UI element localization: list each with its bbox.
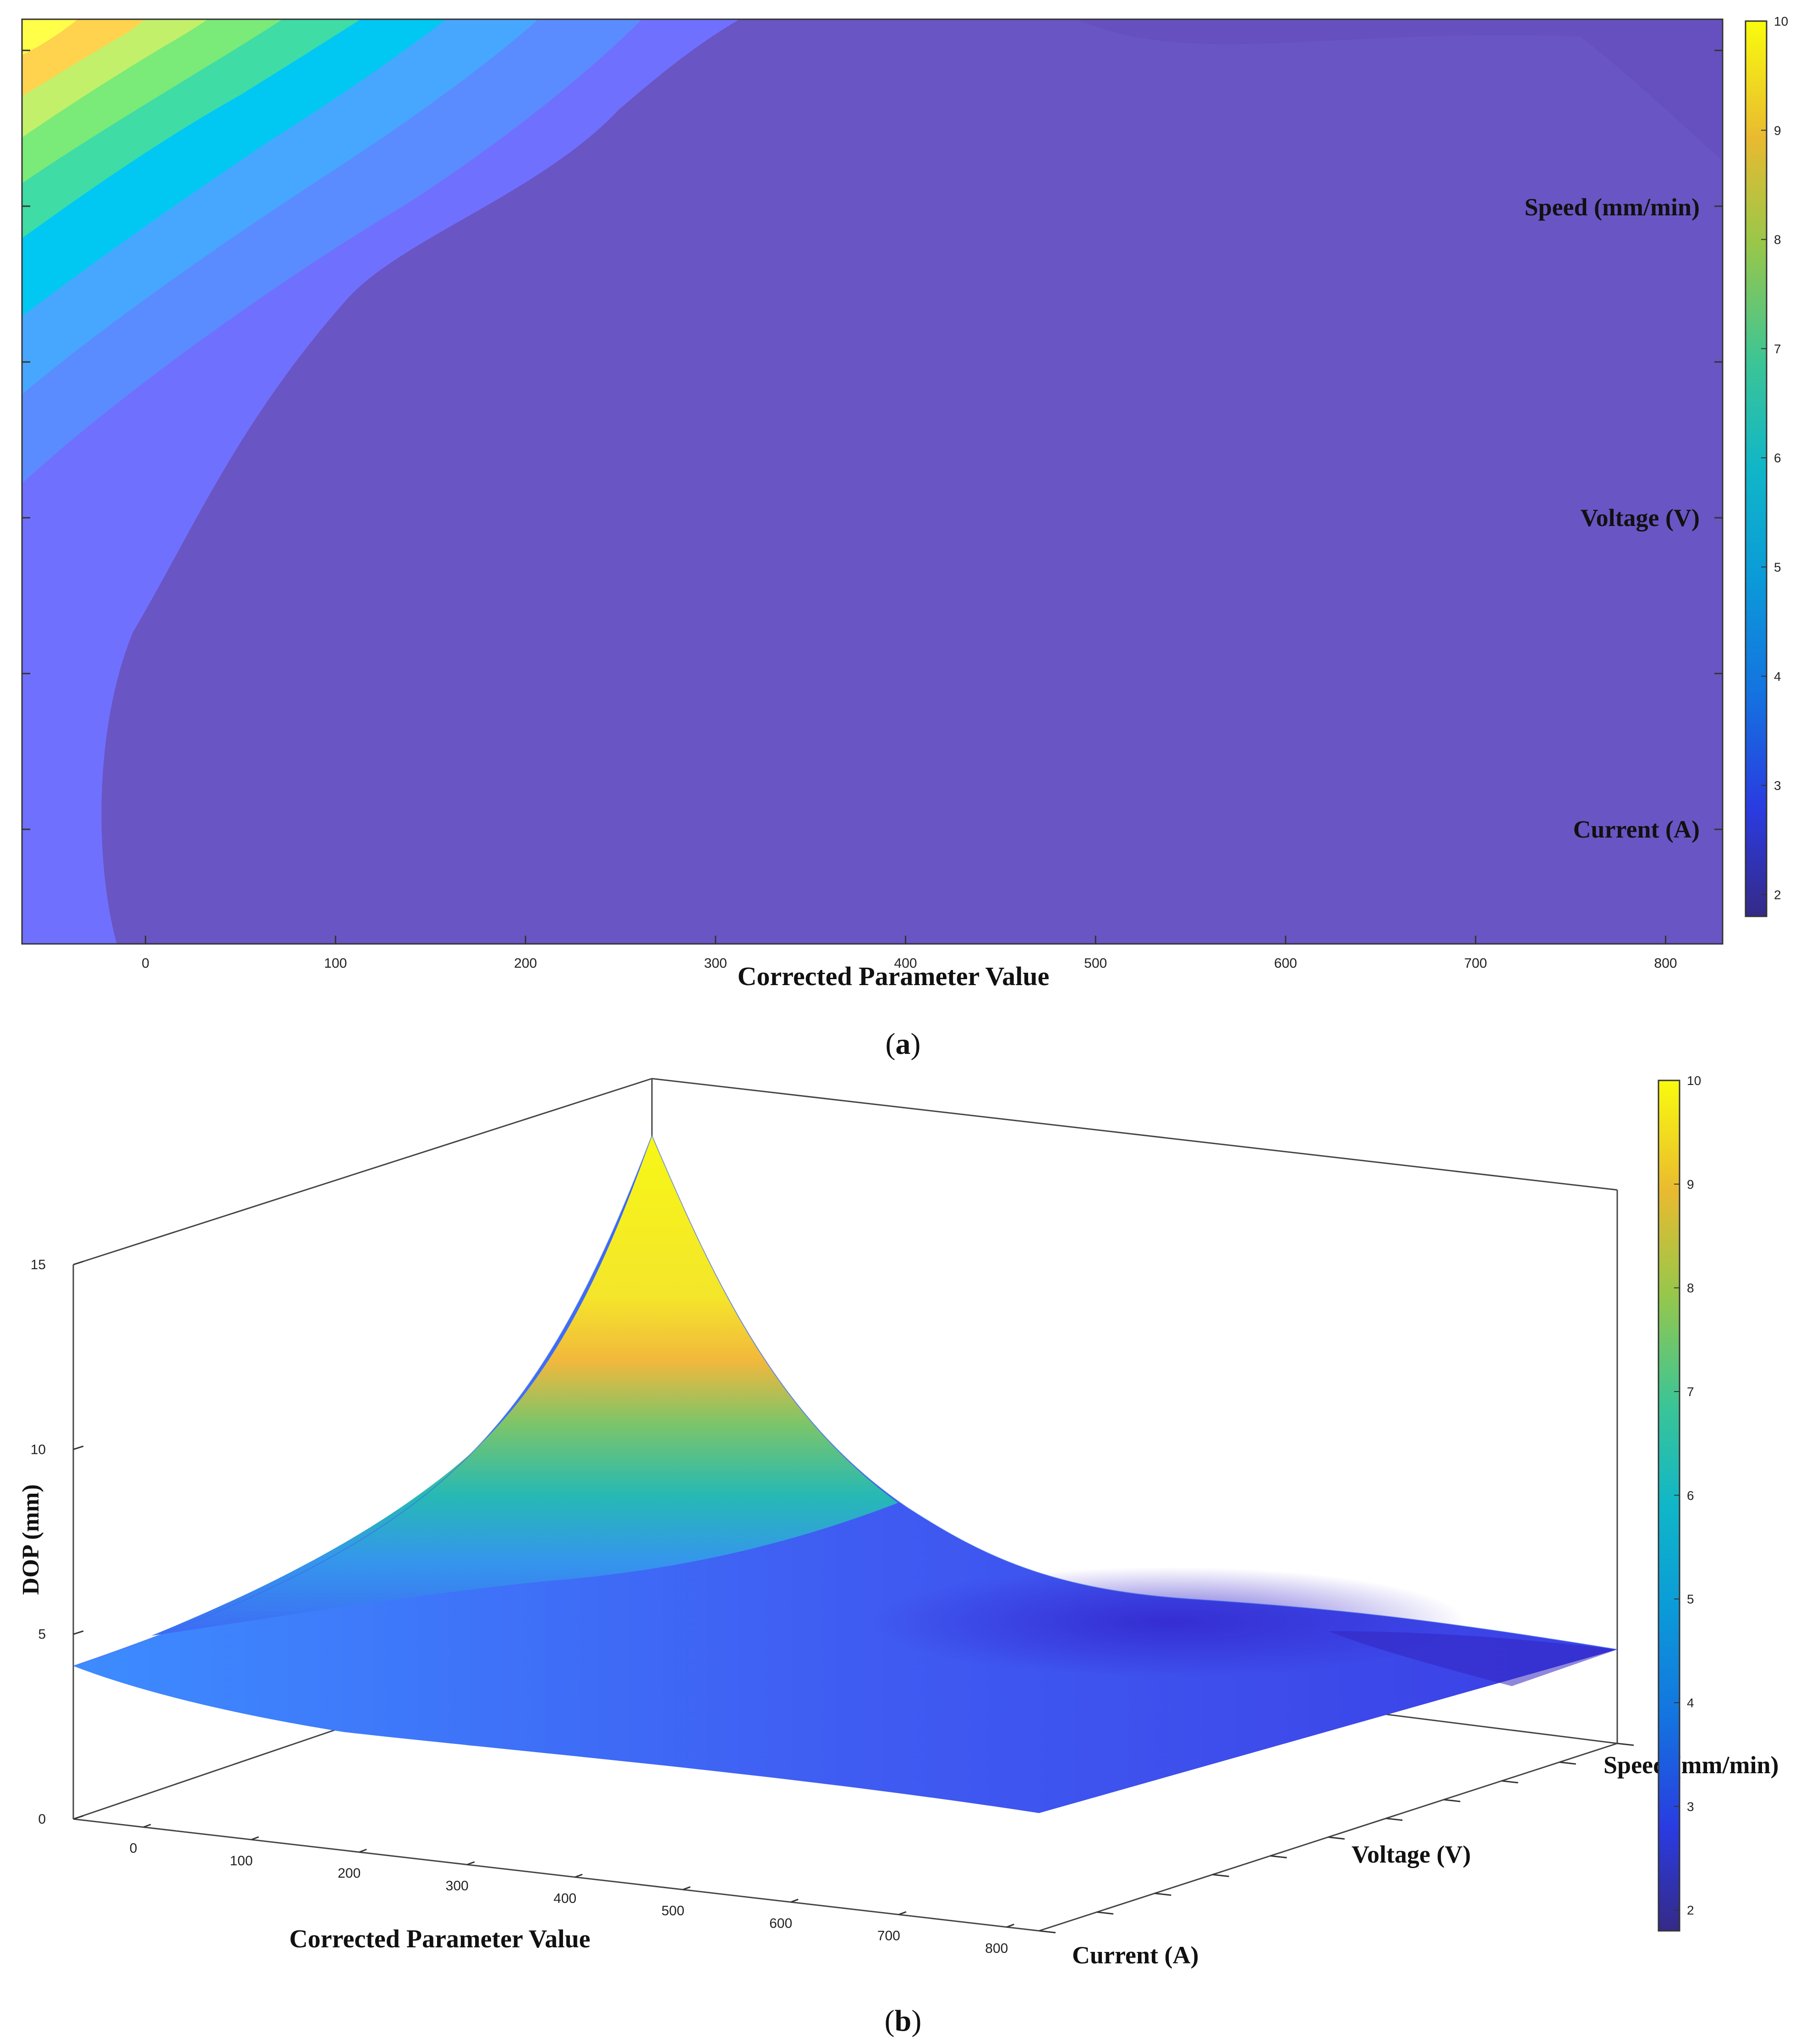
x-tick-label-a: 300: [704, 956, 727, 971]
y-category-label-b: Voltage (V): [1352, 1841, 1471, 1868]
x-tick-label-b: 200: [338, 1866, 361, 1881]
surface-dark-edge: [1329, 1631, 1617, 1686]
colorbar-tick-label-b: 4: [1687, 1696, 1694, 1710]
y-category-label-a: Speed (mm/min): [1525, 193, 1700, 221]
contour-plot-a: 0 100 200 300 400 500 600 700 800 Current (A) Vol…: [21, 14, 1788, 1061]
z-tick-label-b: 15: [31, 1257, 46, 1272]
x-tick-mark-b: [898, 1911, 907, 1915]
x-tick-label-a: 500: [1084, 956, 1107, 971]
colorbar-tick-label-b: 8: [1687, 1281, 1694, 1295]
x-tick-mark-b: [359, 1848, 367, 1853]
x-tick-mark-b: [575, 1874, 583, 1878]
contour-band: [1077, 19, 1723, 160]
x-tick-mark-b: [683, 1886, 691, 1891]
y-tick-mark-b: [1270, 1855, 1287, 1858]
x-axis-label-a: Corrected Parameter Value: [738, 961, 1050, 991]
x-tick-label-b: 100: [230, 1853, 253, 1869]
colorbar-tick-label-b: 6: [1687, 1488, 1694, 1502]
colorbar-tick-label-b: 10: [1687, 1074, 1701, 1088]
x-tick-label-a: 400: [894, 956, 917, 971]
colorbar-a: 2 3 4 5 6 7 8 9 10: [1745, 14, 1788, 917]
colorbar-b: 2 3 4 5 6 7 8 9 10: [1658, 1074, 1701, 1932]
z-tick-label-b: 10: [31, 1442, 46, 1457]
x-tick-mark-b: [143, 1824, 151, 1828]
y-category-label-a: Current (A): [1573, 816, 1700, 843]
x-tick-label-b: 0: [130, 1841, 137, 1856]
y-category-label-b: Current (A): [1072, 1941, 1199, 1969]
z-tick-mark-b: [73, 1260, 84, 1266]
surface-b: [73, 1134, 1618, 1813]
y-category-label-b: Speed (mm/min): [1604, 1751, 1779, 1779]
colorbar-gradient-b: [1658, 1080, 1680, 1932]
surface-plot-b: 0 5 10 15 DOP (mm) 0 100 200 300 400 500 600 700 80…: [18, 1074, 1779, 2038]
colorbar-tick-label-b: 2: [1687, 1903, 1694, 1918]
contour-plot-frame: [21, 18, 1724, 945]
colorbar-tick-label-a: 6: [1774, 451, 1781, 465]
colorbar-tick-label-a: 9: [1774, 123, 1781, 137]
x-tick-label-b: 600: [769, 1916, 792, 1931]
colorbar-tick-label-a: 4: [1774, 669, 1781, 684]
y-tick-mark-b: [1559, 1761, 1576, 1765]
y-tick-mark-b: [1501, 1780, 1518, 1784]
z-tick-mark-b: [73, 1445, 84, 1450]
y-tick-mark-b: [1155, 1892, 1171, 1896]
x-tick-mark-b: [467, 1861, 475, 1865]
x-tick-label-a: 700: [1464, 956, 1487, 971]
x-tick-label-b: 400: [553, 1891, 576, 1906]
colorbar-tick-label-a: 5: [1774, 560, 1781, 574]
colorbar-tick-label-b: 3: [1687, 1799, 1694, 1814]
y-tick-mark-b: [1039, 1930, 1056, 1934]
x-tick-mark-b: [251, 1836, 259, 1841]
colorbar-tick-label-b: 7: [1687, 1385, 1694, 1399]
surface-peak: [151, 1135, 898, 1636]
colorbar-gradient-a: [1745, 20, 1768, 917]
z-tick-label-b: 5: [38, 1627, 46, 1642]
x-tick-label-a: 600: [1274, 956, 1297, 971]
x-tick-label-b: 800: [985, 1941, 1008, 1956]
y-axis-label-b: DOP (mm): [18, 1484, 44, 1595]
x-tick-label-b: 500: [662, 1903, 684, 1918]
x-tick-label-b: 300: [446, 1879, 469, 1894]
x-axis-label-b: Corrected Parameter Value: [289, 1925, 590, 1953]
y-tick-mark-b: [1444, 1799, 1461, 1803]
contour-band: [22, 19, 145, 96]
x-tick-label-b: 700: [877, 1929, 900, 1944]
colorbar-tick-label-a: 8: [1774, 233, 1781, 247]
colorbar-tick-label-a: 3: [1774, 778, 1781, 793]
x-tick-label-a: 100: [324, 956, 347, 971]
surface-ridge: [73, 1134, 1618, 1666]
y-tick-mark-b: [1617, 1743, 1634, 1746]
z-tick-mark-b: [73, 1815, 84, 1820]
colorbar-tick-label-b: 9: [1687, 1177, 1694, 1191]
colorbar-tick-label-a: 2: [1774, 888, 1781, 902]
y-tick-mark-b: [1328, 1836, 1345, 1840]
colorbar-tick-label-b: 5: [1687, 1592, 1694, 1606]
y-tick-mark-b: [1212, 1874, 1229, 1877]
surface-valley: [870, 1567, 1466, 1677]
caption-a: (a): [886, 1027, 921, 1061]
x-tick-mark-b: [790, 1898, 799, 1903]
colorbar-tick-label-a: 10: [1774, 14, 1788, 28]
contour-band: [22, 19, 78, 55]
x-tick-label-a: 0: [142, 956, 149, 971]
contour-bands: [22, 19, 1723, 944]
y-tick-mark-b: [1097, 1911, 1114, 1915]
caption-b: (b): [885, 2004, 922, 2038]
z-tick-label-b: 0: [38, 1812, 46, 1827]
x-tick-label-a: 200: [514, 956, 537, 971]
x-tick-label-a: 800: [1654, 956, 1677, 971]
y-tick-mark-b: [1386, 1818, 1403, 1821]
z-tick-mark-b: [73, 1630, 84, 1635]
colorbar-tick-label-a: 7: [1774, 342, 1781, 356]
y-category-label-a: Voltage (V): [1581, 504, 1700, 532]
x-tick-mark-b: [1006, 1923, 1014, 1928]
